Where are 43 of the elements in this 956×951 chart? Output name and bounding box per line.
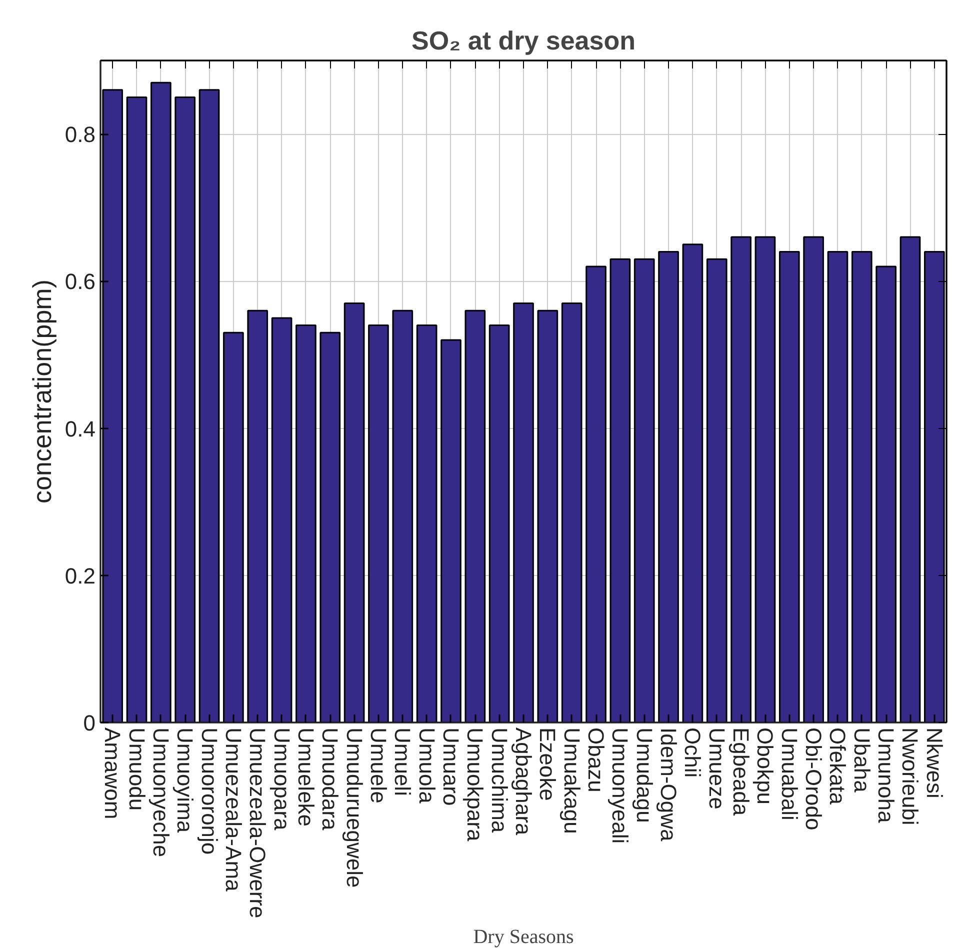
y-tick-label: 0.4 (64, 416, 96, 442)
x-tick-label: Obokpu (752, 728, 778, 805)
x-tick-label: Umuezeala-Owerre (245, 728, 270, 918)
x-tick-label: Ofekata (825, 728, 850, 806)
x-tick-label: Umunoha (874, 728, 899, 824)
x-tick-label: Umueleke (293, 728, 318, 827)
x-tick-label: Amawom (100, 728, 126, 820)
x-tick-label: Ochii (680, 728, 706, 778)
x-tick-label: Ubaha (849, 728, 874, 794)
y-axis-title: concentration(ppm) (26, 280, 57, 504)
x-tick-label: Umuola (414, 728, 440, 804)
x-axis-title: Dry Seasons (473, 926, 574, 948)
y-tick-label: 0.8 (64, 122, 96, 148)
x-tick-label: Umuokpara (462, 728, 488, 842)
chart-title: SO₂ at dry season (412, 26, 636, 56)
y-tick-label: 0.6 (64, 269, 96, 294)
x-tick-label: Egbeada (728, 728, 754, 816)
x-tick-label: Umuaro (438, 728, 464, 806)
x-tick-label: Umuchima (486, 728, 512, 834)
y-tick-label: 0.2 (64, 563, 96, 588)
x-tick-label: Umuduruegwele (342, 728, 367, 888)
x-tick-label: Obi-Orodo (801, 728, 826, 830)
y-tick-label: 0 (83, 710, 96, 736)
x-tick-label: Agbaghara (511, 728, 536, 836)
x-tick-label: Umuodu (124, 728, 150, 811)
x-tick-label: Umuoyima (172, 728, 198, 834)
x-tick-label: Umuodara (318, 728, 343, 831)
x-tick-label: Obazu (584, 728, 609, 792)
x-tick-label: Ezeoke (535, 728, 560, 801)
x-tick-label: Umueli (390, 728, 416, 796)
x-tick-label: Umuororonjo (196, 728, 222, 855)
x-tick-label: Umudagu (632, 728, 657, 823)
x-tick-label: Umuabali (776, 728, 802, 820)
x-tick-label: Umuonyeche (148, 728, 174, 858)
x-tick-label: Umuakagu (559, 728, 584, 834)
x-tick-label: Umuonyeali (608, 728, 633, 844)
x-tick-label: Umuele (366, 728, 391, 804)
x-tick-label: Umuopara (269, 728, 294, 831)
x-tick-label: Nkwesi (922, 728, 947, 798)
x-tick-label: Idem-Ogwa (656, 728, 682, 842)
x-tick-label: Nworieubi (898, 728, 923, 826)
x-tick-label: Umueze (704, 728, 730, 810)
x-tick-label: Umuezeala-Ama (220, 728, 246, 892)
